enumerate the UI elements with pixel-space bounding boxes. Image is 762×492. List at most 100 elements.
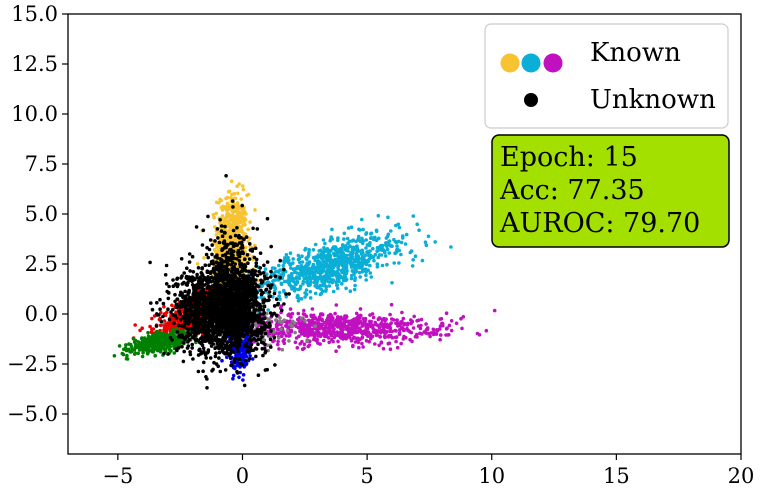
scatter-point (342, 237, 346, 241)
scatter-point (364, 238, 369, 242)
scatter-point (153, 346, 158, 351)
scatter-point (361, 227, 365, 232)
scatter-point (389, 302, 394, 307)
scatter-point (155, 300, 159, 305)
scatter-point (397, 331, 402, 335)
scatter-point (400, 236, 405, 240)
scatter-point (392, 237, 396, 242)
scatter-point (370, 312, 375, 316)
scatter-point (290, 311, 295, 316)
scatter-point (227, 213, 231, 217)
scatter-point (159, 334, 164, 338)
scatter-point (444, 327, 449, 331)
scatter-point (394, 223, 398, 228)
scatter-point (277, 347, 281, 351)
scatter-point (384, 236, 389, 240)
scatter-point (394, 339, 398, 344)
scatter-point (320, 279, 324, 284)
scatter-point (353, 270, 358, 274)
scatter-point (243, 245, 248, 250)
scatter-point (272, 329, 276, 334)
scatter-point (191, 357, 195, 361)
scatter-point (353, 320, 358, 325)
scatter-point (186, 344, 191, 348)
scatter-point (397, 225, 402, 230)
scatter-point (284, 334, 289, 338)
scatter-point (342, 231, 347, 236)
scatter-point (124, 343, 128, 347)
scatter-point (345, 261, 349, 265)
scatter-point (170, 331, 174, 335)
scatter-point (351, 336, 356, 341)
scatter-point (138, 343, 143, 347)
scatter-point (187, 260, 192, 264)
scatter-point (256, 373, 261, 378)
scatter-point (353, 283, 357, 288)
scatter-point (341, 276, 346, 280)
scatter-point (140, 354, 145, 359)
scatter-point (368, 241, 372, 245)
scatter-point (316, 270, 321, 275)
scatter-point (232, 202, 236, 206)
scatter-point (303, 291, 307, 295)
scatter-point (234, 218, 238, 222)
scatter-point (328, 249, 332, 253)
scatter-point (306, 254, 310, 259)
scatter-point (372, 237, 376, 242)
scatter-point (357, 345, 361, 350)
scatter-point (336, 325, 340, 329)
scatter-point (386, 215, 390, 220)
scatter-point (320, 332, 325, 336)
scatter-point (320, 318, 325, 323)
scatter-point (321, 283, 326, 288)
scatter-point (304, 288, 309, 292)
scatter-point (371, 246, 375, 251)
scatter-point (333, 257, 337, 262)
scatter-point (388, 243, 392, 247)
scatter-point (150, 307, 155, 312)
scatter-point (327, 323, 332, 328)
scatter-point (402, 322, 407, 326)
scatter-point (294, 267, 299, 271)
scatter-point (298, 267, 302, 271)
scatter-point (136, 351, 140, 356)
scatter-point (164, 263, 169, 268)
scatter-point (342, 320, 346, 325)
scatter-point (213, 225, 217, 229)
scatter-point (393, 251, 397, 256)
scatter-point (299, 297, 304, 301)
scatter-point (327, 340, 332, 345)
scatter-point (438, 324, 443, 328)
scatter-point (366, 258, 371, 262)
scatter-point (392, 318, 396, 322)
scatter-point (273, 286, 277, 290)
scatter-point (377, 248, 382, 252)
scatter-point (315, 338, 319, 342)
scatter-point (241, 187, 246, 192)
scatter-point (276, 270, 281, 274)
scatter-point (294, 324, 299, 329)
scatter-point (297, 334, 301, 339)
scatter-point (380, 263, 385, 268)
scatter-point (217, 356, 221, 360)
scatter-point (313, 335, 317, 339)
scatter-point (438, 337, 442, 342)
scatter-point (317, 322, 322, 327)
scatter-point (306, 344, 311, 349)
scatter-point (241, 373, 246, 377)
scatter-point (328, 261, 333, 266)
scatter-point (299, 328, 303, 332)
scatter-point (212, 248, 217, 252)
scatter-point (333, 311, 337, 316)
scatter-point (358, 275, 363, 279)
scatter-point (288, 251, 293, 255)
scatter-point (423, 240, 428, 244)
scatter-point (325, 334, 329, 339)
scatter-point (368, 263, 372, 268)
scatter-point (165, 335, 169, 340)
scatter-point (395, 321, 400, 325)
scatter-point (236, 191, 240, 196)
scatter-point (227, 222, 232, 226)
scatter-point (185, 266, 189, 271)
scatter-point (454, 321, 459, 326)
